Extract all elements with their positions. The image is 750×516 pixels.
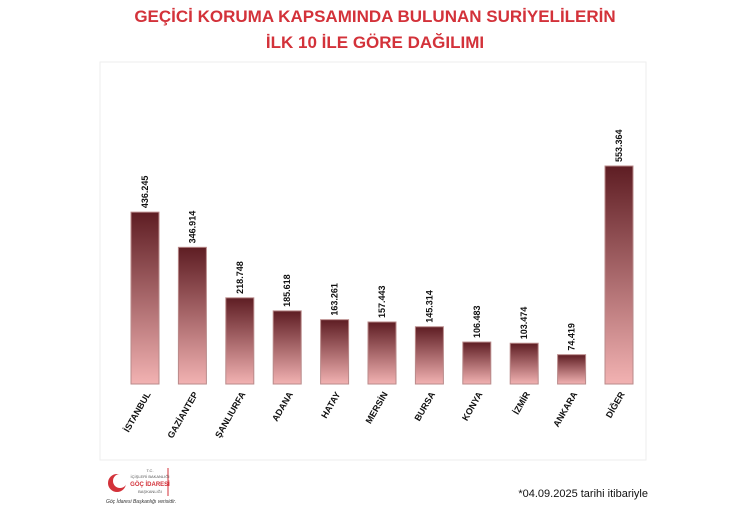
x-tick-label: DİĞER [603, 389, 627, 420]
source-note: Göç İdaresi Başkanlığı verisidir. [106, 498, 176, 505]
bar [557, 354, 587, 385]
bar [509, 342, 539, 385]
logo-mark [113, 474, 127, 488]
bar [225, 297, 255, 385]
bar [414, 326, 444, 385]
annotation: *04.09.2025 tarihi itibariyle [518, 488, 648, 500]
logo: T.C. İÇİŞLERİ BAKANLIĞI GÖÇ İDARESİ BAŞK… [106, 468, 176, 505]
value-label: 157.443 [377, 285, 387, 318]
logo-text: İÇİŞLERİ BAKANLIĞI [131, 474, 170, 479]
x-tick-label: MERSİN [364, 390, 390, 425]
logo-text: BAŞKANLIĞI [138, 489, 162, 494]
value-label: 436.245 [140, 176, 150, 209]
x-tick-label: ANKARA [551, 390, 579, 429]
logo-text: T.C. [146, 468, 153, 473]
value-label: 185.618 [282, 274, 292, 307]
x-tick-label: KONYA [460, 390, 485, 423]
value-label: 145.314 [424, 290, 434, 323]
x-tick-label: İZMİR [511, 390, 532, 417]
value-label: 74.419 [567, 323, 577, 351]
value-label: 103.474 [519, 307, 529, 340]
value-label: 218.748 [235, 261, 245, 294]
bar [462, 341, 492, 385]
value-label: 106.483 [472, 306, 482, 339]
bar [130, 211, 160, 385]
value-label: 346.914 [187, 211, 197, 244]
chart-subtitle: İLK 10 İLE GÖRE DAĞILIMI [266, 33, 484, 52]
bar [604, 165, 634, 385]
bar [272, 310, 302, 385]
plot-frame [99, 61, 647, 461]
logo-text: GÖÇ İDARESİ [130, 481, 170, 488]
x-tick-label: ADANA [270, 390, 295, 424]
x-tick-label: BURSA [412, 390, 437, 423]
x-tick-label: HATAY [319, 390, 342, 420]
value-label: 553.364 [614, 129, 624, 162]
bar [177, 246, 207, 385]
x-tick-label: ŞANLIURFA [213, 390, 248, 440]
x-tick-label: İSTANBUL [122, 390, 153, 434]
value-label: 163.261 [330, 283, 340, 316]
bar [320, 319, 350, 385]
x-tick-label: GAZİANTEP [165, 390, 200, 440]
bar [367, 321, 397, 385]
chart-title: GEÇİCİ KORUMA KAPSAMINDA BULUNAN SURİYEL… [134, 7, 615, 26]
